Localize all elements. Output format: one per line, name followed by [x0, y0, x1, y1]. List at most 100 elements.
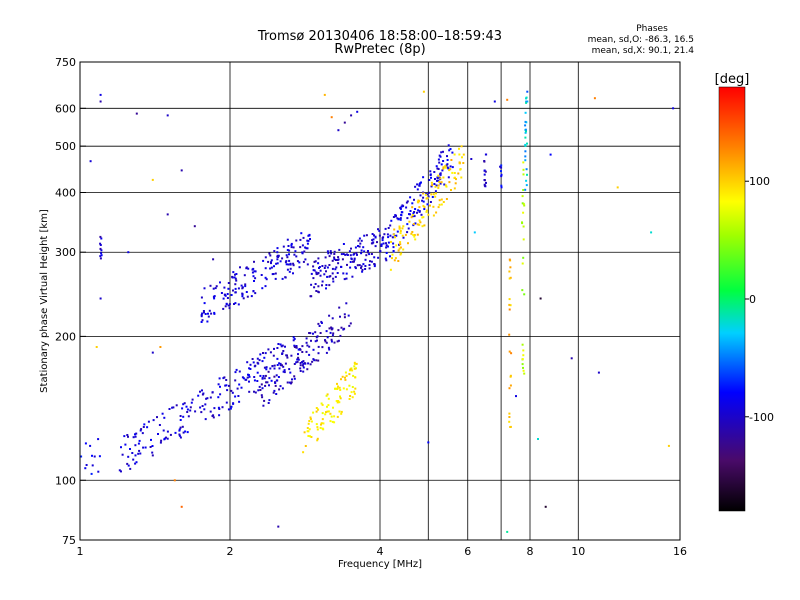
- trace-point: [321, 403, 324, 406]
- trace-point: [330, 252, 333, 255]
- trace-point: [363, 234, 366, 237]
- trace-point: [238, 383, 241, 386]
- trace-point: [449, 165, 452, 168]
- trace-point: [374, 245, 377, 248]
- trace-point: [296, 358, 299, 361]
- chart-title: Tromsø 20130406 18:58:00–18:59:43: [257, 29, 502, 44]
- trace-point: [455, 178, 457, 181]
- trace-point: [323, 267, 326, 269]
- column-point: [508, 387, 511, 390]
- trace-point: [434, 178, 436, 180]
- column-point: [508, 308, 511, 311]
- trace-point: [429, 201, 432, 203]
- trace-point: [264, 267, 267, 270]
- trace-point: [299, 362, 302, 364]
- trace-point: [269, 267, 272, 270]
- trace-point: [376, 241, 378, 244]
- colorbar-tick-label: 0: [749, 293, 756, 306]
- trace-point: [237, 395, 240, 397]
- trace-point: [313, 286, 316, 289]
- trace-point: [395, 244, 398, 247]
- trace-point: [282, 245, 285, 248]
- trace-point: [317, 290, 320, 293]
- trace-point: [341, 258, 344, 261]
- trace-point: [247, 267, 250, 270]
- trace-point: [448, 149, 451, 152]
- trace-point: [408, 220, 411, 223]
- trace-point: [295, 239, 298, 242]
- trace-point: [97, 438, 100, 441]
- trace-point: [308, 428, 311, 431]
- y-tick-label: 300: [55, 246, 76, 259]
- trace-point: [287, 245, 290, 247]
- trace-point: [396, 217, 399, 220]
- trace-point: [277, 343, 280, 345]
- trace-point: [398, 225, 401, 228]
- column-point: [524, 188, 527, 191]
- trace-point: [344, 371, 347, 374]
- trace-point: [285, 260, 288, 263]
- trace-point: [301, 364, 304, 367]
- trace-point: [306, 368, 309, 371]
- trace-point: [267, 260, 270, 263]
- trace-point: [330, 328, 333, 331]
- trace-point: [327, 404, 330, 407]
- trace-point: [413, 234, 416, 236]
- trace-point: [238, 400, 241, 403]
- trace-point: [342, 328, 345, 331]
- trace-point: [319, 274, 322, 277]
- trace-point: [235, 279, 238, 282]
- trace-point: [134, 454, 137, 457]
- trace-point: [297, 353, 299, 356]
- trace-point: [200, 411, 203, 414]
- trace-point: [360, 265, 363, 268]
- trace-point: [338, 401, 341, 404]
- trace-point: [98, 455, 101, 458]
- trace-point: [348, 373, 351, 376]
- scatter-point: [427, 441, 430, 444]
- trace-point: [246, 376, 249, 379]
- trace-point: [418, 219, 421, 222]
- trace-point: [414, 208, 417, 210]
- trace-point: [413, 198, 415, 201]
- trace-point: [243, 274, 246, 277]
- trace-point: [217, 406, 220, 409]
- trace-point: [207, 312, 209, 315]
- trace-point: [317, 359, 320, 362]
- column-point: [525, 168, 528, 171]
- trace-point: [440, 163, 443, 166]
- trace-point: [433, 171, 436, 173]
- trace-point: [438, 199, 441, 202]
- trace-point: [261, 387, 264, 390]
- column-point: [521, 202, 524, 205]
- scatter-point: [166, 114, 169, 117]
- scatter-point: [515, 395, 517, 398]
- trace-point: [342, 243, 345, 245]
- trace-point: [386, 233, 389, 236]
- trace-point: [418, 184, 421, 187]
- trace-point: [326, 405, 328, 408]
- trace-point: [226, 297, 229, 299]
- trace-point: [389, 268, 392, 271]
- trace-point: [290, 381, 293, 384]
- trace-point: [430, 181, 433, 184]
- trace-point: [276, 254, 279, 257]
- x-tick-label: 16: [673, 545, 687, 558]
- trace-point: [338, 410, 341, 413]
- trace-point: [289, 371, 292, 374]
- trace-point: [317, 408, 320, 411]
- scatter-point: [99, 93, 102, 96]
- trace-point: [317, 272, 320, 274]
- trace-point: [206, 320, 209, 323]
- trace-point: [219, 393, 222, 396]
- trace-point: [304, 246, 307, 249]
- trace-point: [345, 302, 348, 305]
- trace-point: [354, 266, 357, 269]
- trace-point: [97, 470, 100, 473]
- trace-point: [408, 213, 410, 216]
- trace-point: [405, 201, 408, 204]
- column-point: [509, 304, 512, 307]
- trace-point: [406, 200, 409, 203]
- chart-subtitle: RwPretec (8p): [334, 42, 425, 57]
- trace-point: [230, 405, 233, 408]
